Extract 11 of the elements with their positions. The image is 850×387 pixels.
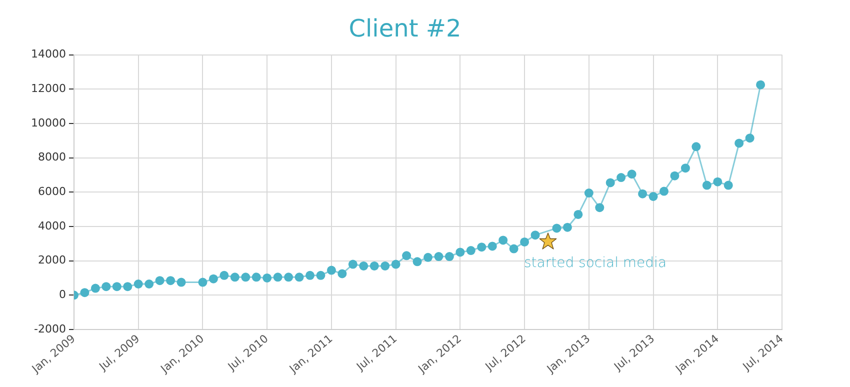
annotation: started social media [524, 255, 667, 272]
y-tick-label: -2000 [34, 322, 66, 336]
chart-title: Client #2 [348, 14, 462, 43]
y-tick-label: 0 [58, 288, 66, 302]
y-tick-label: 14000 [30, 48, 66, 61]
y-tick-label: 10000 [30, 116, 66, 130]
y-tick-label: 6000 [38, 185, 66, 198]
y-tick-label: 8000 [38, 150, 66, 164]
y-tick-label: 12000 [30, 82, 66, 95]
y-tick-label: 4000 [38, 219, 66, 232]
y-tick-label: 2000 [38, 254, 66, 267]
